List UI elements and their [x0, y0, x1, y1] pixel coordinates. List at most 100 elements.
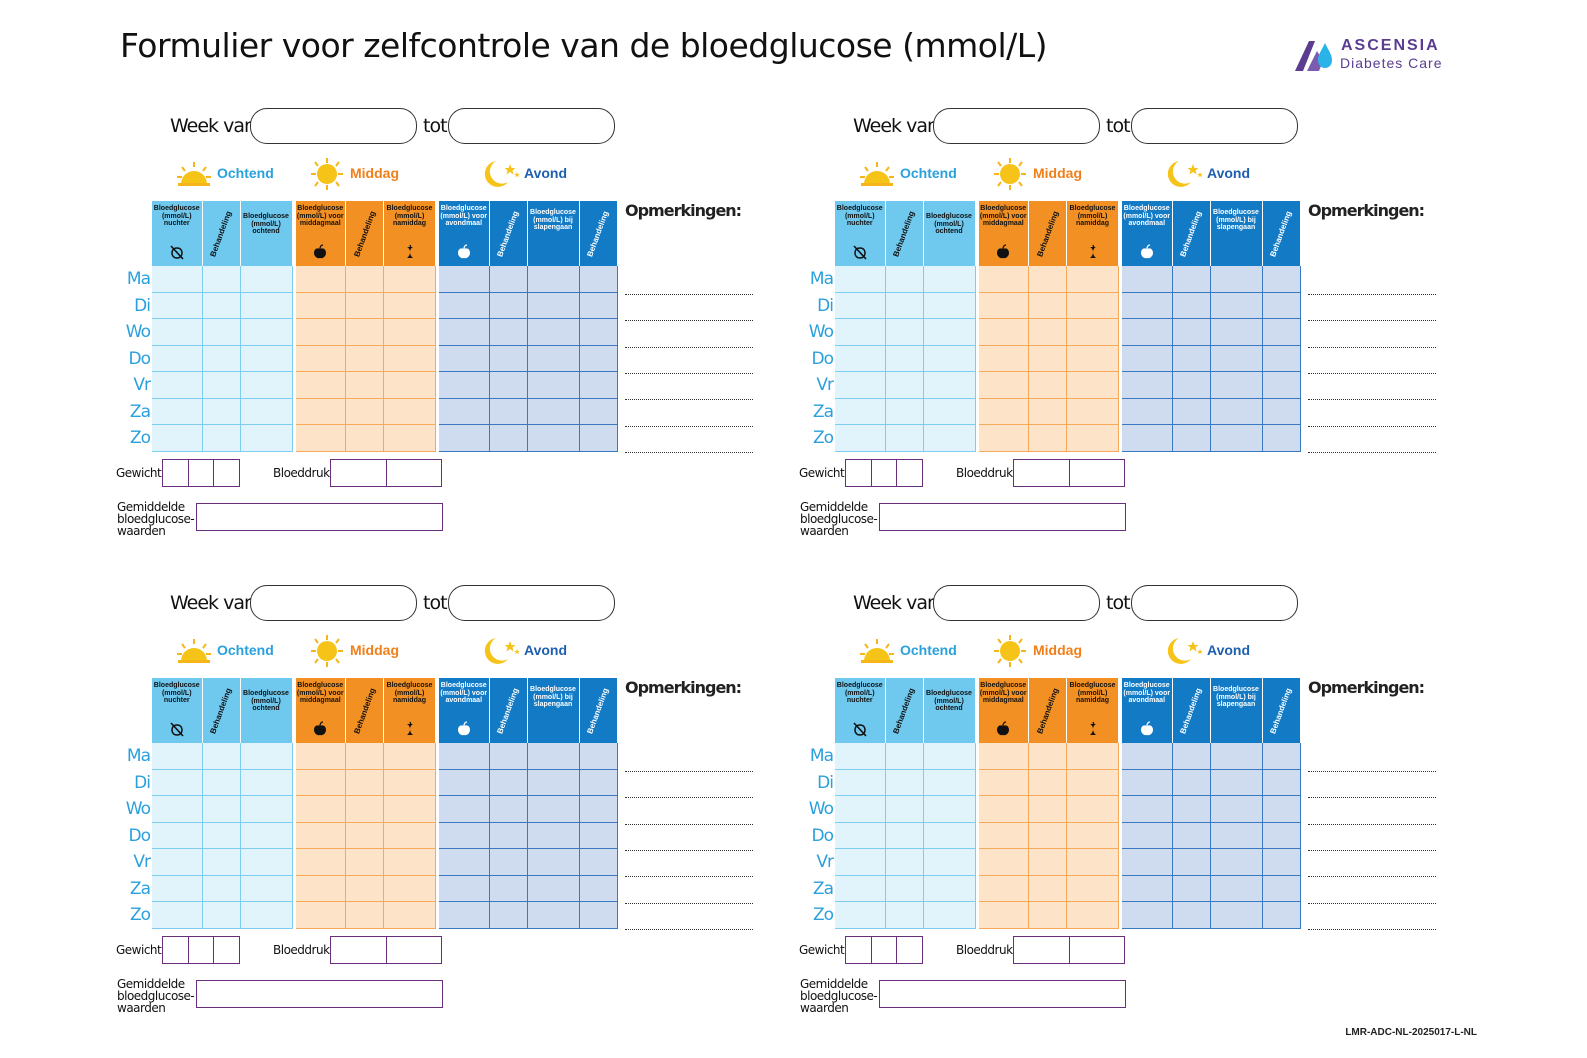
entry-cell[interactable]	[923, 822, 976, 849]
entry-cell[interactable]	[1262, 318, 1301, 346]
entry-cell[interactable]	[489, 345, 528, 372]
entry-cell[interactable]	[202, 795, 241, 823]
entry-cell[interactable]	[885, 398, 924, 425]
entry-cell[interactable]	[1172, 822, 1211, 849]
entry-cell[interactable]	[1210, 875, 1263, 902]
entry-cell[interactable]	[527, 743, 580, 770]
entry-cell[interactable]	[1172, 266, 1211, 293]
entry-cell[interactable]	[1262, 822, 1301, 849]
entry-cell[interactable]	[152, 318, 203, 346]
entry-cell[interactable]	[1262, 398, 1301, 425]
entry-cell[interactable]	[1262, 743, 1301, 770]
remark-line[interactable]	[1308, 849, 1436, 851]
entry-cell[interactable]	[1262, 292, 1301, 319]
entry-cell[interactable]	[1172, 769, 1211, 796]
entry-cell[interactable]	[1122, 743, 1173, 770]
entry-cell[interactable]	[1210, 822, 1263, 849]
entry-cell[interactable]	[1262, 371, 1301, 399]
entry-cell[interactable]	[978, 875, 1029, 902]
entry-cell[interactable]	[439, 318, 490, 346]
entry-cell[interactable]	[202, 371, 241, 399]
bloeddruk-field[interactable]	[1013, 936, 1125, 964]
remark-line[interactable]	[1308, 771, 1436, 772]
entry-cell[interactable]	[489, 318, 528, 346]
entry-cell[interactable]	[152, 345, 203, 372]
entry-cell[interactable]	[923, 398, 976, 425]
entry-cell[interactable]	[1210, 795, 1263, 823]
entry-cell[interactable]	[152, 848, 203, 876]
remark-line[interactable]	[625, 399, 753, 401]
remark-line[interactable]	[625, 294, 753, 295]
entry-cell[interactable]	[240, 371, 293, 399]
gewicht-field[interactable]	[845, 459, 923, 487]
entry-cell[interactable]	[240, 769, 293, 796]
entry-cell[interactable]	[240, 266, 293, 293]
entry-cell[interactable]	[489, 266, 528, 293]
entry-cell[interactable]	[885, 848, 924, 876]
entry-cell[interactable]	[489, 795, 528, 823]
entry-cell[interactable]	[885, 743, 924, 770]
entry-cell[interactable]	[1028, 743, 1067, 770]
entry-cell[interactable]	[383, 398, 436, 425]
week-end-field[interactable]	[448, 108, 615, 144]
entry-cell[interactable]	[383, 424, 436, 452]
entry-cell[interactable]	[923, 769, 976, 796]
remark-line[interactable]	[625, 372, 753, 374]
entry-cell[interactable]	[439, 848, 490, 876]
entry-cell[interactable]	[345, 848, 384, 876]
entry-cell[interactable]	[527, 795, 580, 823]
bloeddruk-field[interactable]	[1013, 459, 1125, 487]
entry-cell[interactable]	[835, 795, 886, 823]
entry-cell[interactable]	[579, 292, 618, 319]
entry-cell[interactable]	[579, 743, 618, 770]
entry-cell[interactable]	[1122, 371, 1173, 399]
entry-cell[interactable]	[527, 318, 580, 346]
entry-cell[interactable]	[345, 769, 384, 796]
entry-cell[interactable]	[152, 769, 203, 796]
week-start-field[interactable]	[933, 585, 1100, 621]
remark-line[interactable]	[625, 876, 753, 878]
entry-cell[interactable]	[885, 795, 924, 823]
entry-cell[interactable]	[240, 795, 293, 823]
week-end-field[interactable]	[1131, 585, 1298, 621]
entry-cell[interactable]	[1210, 901, 1263, 929]
entry-cell[interactable]	[489, 424, 528, 452]
entry-cell[interactable]	[295, 848, 346, 876]
entry-cell[interactable]	[202, 318, 241, 346]
entry-cell[interactable]	[295, 901, 346, 929]
entry-cell[interactable]	[489, 848, 528, 876]
entry-cell[interactable]	[527, 875, 580, 902]
entry-cell[interactable]	[1210, 371, 1263, 399]
entry-cell[interactable]	[295, 424, 346, 452]
entry-cell[interactable]	[489, 292, 528, 319]
entry-cell[interactable]	[439, 398, 490, 425]
entry-cell[interactable]	[835, 822, 886, 849]
entry-cell[interactable]	[295, 318, 346, 346]
entry-cell[interactable]	[1066, 318, 1119, 346]
entry-cell[interactable]	[1262, 875, 1301, 902]
entry-cell[interactable]	[579, 875, 618, 902]
entry-cell[interactable]	[835, 424, 886, 452]
entry-cell[interactable]	[489, 398, 528, 425]
entry-cell[interactable]	[978, 769, 1029, 796]
remark-line[interactable]	[1308, 346, 1436, 348]
entry-cell[interactable]	[1028, 795, 1067, 823]
entry-cell[interactable]	[202, 822, 241, 849]
entry-cell[interactable]	[295, 769, 346, 796]
entry-cell[interactable]	[1210, 848, 1263, 876]
entry-cell[interactable]	[1262, 795, 1301, 823]
entry-cell[interactable]	[579, 345, 618, 372]
entry-cell[interactable]	[240, 875, 293, 902]
entry-cell[interactable]	[1028, 424, 1067, 452]
entry-cell[interactable]	[978, 292, 1029, 319]
entry-cell[interactable]	[1262, 769, 1301, 796]
entry-cell[interactable]	[489, 875, 528, 902]
entry-cell[interactable]	[1172, 743, 1211, 770]
entry-cell[interactable]	[978, 822, 1029, 849]
entry-cell[interactable]	[152, 371, 203, 399]
entry-cell[interactable]	[295, 292, 346, 319]
entry-cell[interactable]	[152, 398, 203, 425]
entry-cell[interactable]	[240, 822, 293, 849]
bloeddruk-field[interactable]	[330, 459, 442, 487]
remark-line[interactable]	[1308, 320, 1436, 322]
